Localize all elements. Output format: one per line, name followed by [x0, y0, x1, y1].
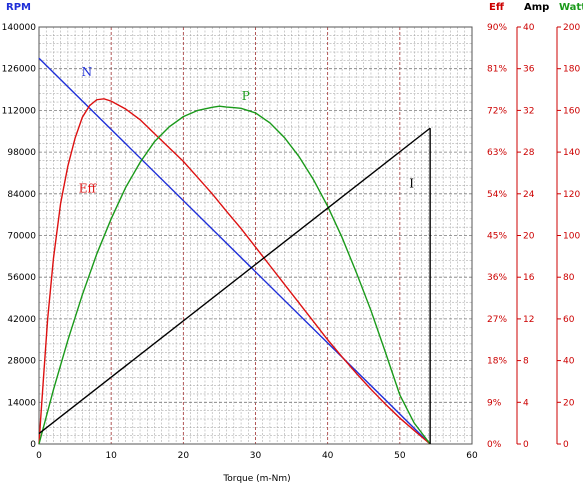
x-tick-label: 30	[250, 451, 262, 461]
x-tick-label: 50	[394, 451, 406, 461]
watt-axis-title: Watt	[559, 2, 583, 13]
watt-tick-label: 200	[563, 23, 580, 33]
watt-tick-label: 80	[563, 273, 575, 283]
amp-tick-label: 4	[523, 398, 529, 408]
series-annotation-p: P	[242, 89, 250, 103]
series-line-i	[38, 127, 431, 435]
rpm-tick-label: 42000	[7, 315, 36, 325]
series-line-p	[38, 105, 431, 445]
series-annotation-eff: Eff	[79, 181, 98, 195]
amp-tick-label: 12	[523, 315, 534, 325]
amp-tick-label: 36	[523, 65, 535, 75]
rpm-tick-label: 70000	[7, 232, 36, 242]
eff-tick-label: 54%	[487, 190, 507, 200]
amp-tick-label: 8	[523, 357, 529, 367]
watt-tick-label: 20	[563, 398, 575, 408]
watt-tick-label: 140	[563, 148, 580, 158]
series-line-n	[38, 57, 431, 445]
rpm-axis-title: RPM	[6, 2, 31, 13]
x-tick-label: 20	[178, 451, 190, 461]
watt-tick-label: 60	[563, 315, 575, 325]
rpm-tick-label: 112000	[2, 106, 37, 116]
eff-tick-label: 90%	[487, 23, 507, 33]
rpm-tick-label: 28000	[7, 357, 36, 367]
eff-tick-label: 0%	[487, 440, 502, 450]
plot-border	[38, 26, 473, 445]
watt-tick-label: 160	[563, 106, 580, 116]
rpm-tick-label: 84000	[7, 190, 36, 200]
amp-tick-label: 20	[523, 232, 535, 242]
x-tick-label: 40	[322, 451, 334, 461]
grid	[38, 26, 473, 445]
x-tick-label: 10	[105, 451, 117, 461]
eff-tick-label: 81%	[487, 65, 507, 75]
eff-tick-label: 72%	[487, 106, 507, 116]
eff-tick-label: 45%	[487, 232, 507, 242]
amp-tick-label: 28	[523, 148, 535, 158]
series-annotation-n: N	[82, 65, 93, 79]
rpm-tick-label: 0	[30, 440, 36, 450]
rpm-tick-label: 126000	[2, 65, 37, 75]
axes-layer: 0140002800042000560007000084000980001120…	[2, 23, 581, 461]
rpm-tick-label: 56000	[7, 273, 36, 283]
x-tick-label: 60	[466, 451, 478, 461]
rpm-tick-label: 98000	[7, 148, 36, 158]
x-axis-label: Torque (m-Nm)	[222, 474, 290, 484]
series-layer: N Eff P I	[38, 57, 431, 445]
eff-tick-label: 18%	[487, 357, 507, 367]
series-line-eff	[38, 98, 431, 445]
watt-tick-label: 100	[563, 232, 580, 242]
amp-axis-title: Amp	[524, 2, 549, 13]
watt-tick-label: 120	[563, 190, 580, 200]
amp-tick-label: 16	[523, 273, 535, 283]
eff-tick-label: 36%	[487, 273, 507, 283]
eff-axis-title: Eff	[489, 2, 505, 13]
series-annotation-i: I	[409, 177, 414, 191]
watt-tick-label: 40	[563, 357, 575, 367]
eff-tick-label: 27%	[487, 315, 507, 325]
eff-tick-label: 63%	[487, 148, 507, 158]
amp-tick-label: 24	[523, 190, 535, 200]
eff-tick-label: 9%	[487, 398, 502, 408]
watt-tick-label: 180	[563, 65, 580, 75]
amp-tick-label: 32	[523, 106, 534, 116]
rpm-tick-label: 14000	[7, 398, 36, 408]
amp-tick-label: 40	[523, 23, 535, 33]
x-tick-label: 0	[36, 451, 42, 461]
watt-tick-label: 0	[563, 440, 569, 450]
amp-tick-label: 0	[523, 440, 529, 450]
rpm-tick-label: 140000	[2, 23, 37, 33]
